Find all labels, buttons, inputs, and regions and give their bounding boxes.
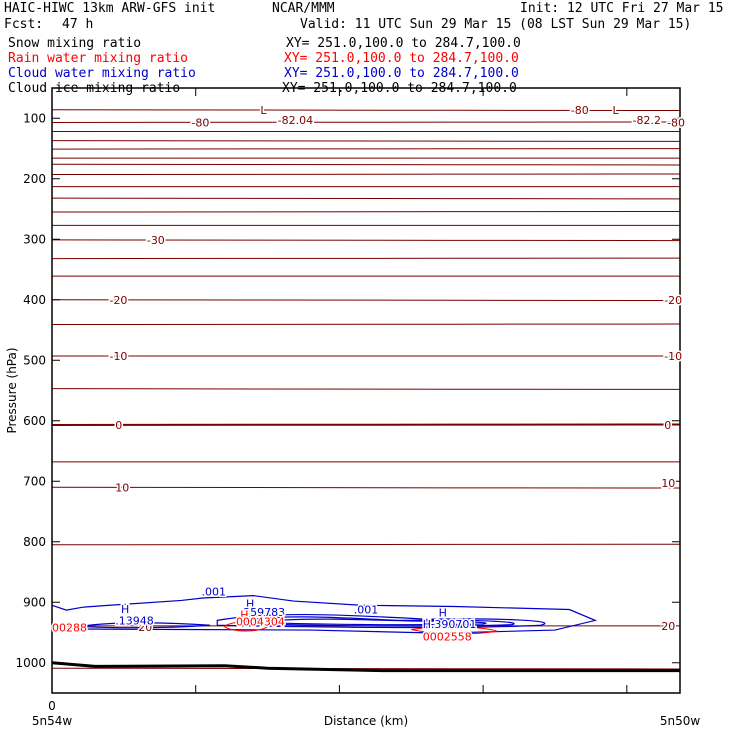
y-tick-label: 600 [23, 414, 46, 428]
temperature-label: 10 [115, 481, 129, 494]
cloud-water-contour [80, 622, 211, 629]
isotherm-line [51, 323, 681, 326]
init-time: Init: 12 UTC Fri 27 Mar 15 [520, 1, 724, 16]
isotherm-line [51, 197, 681, 200]
x-tick-label: 0 [48, 699, 56, 713]
cloud-water-label: H [121, 603, 129, 616]
rain-water-label: 00288 [52, 622, 87, 635]
rain-water-contours [223, 621, 498, 635]
section-end-label: 5n50w [660, 714, 701, 728]
rain-water-contour [223, 621, 269, 632]
isotherm-line [51, 423, 681, 427]
field-xy-cloud-water: XY= 251.0,100.0 to 284.7,100.0 [284, 66, 519, 81]
isotherm-line [51, 173, 681, 176]
temperature-label: 20 [661, 620, 675, 633]
cloud-water-label: H [439, 607, 447, 620]
cloud-water-contours [51, 594, 598, 634]
rain-water-label: H [240, 608, 248, 621]
temperature-contours [51, 108, 681, 670]
isotherm-line [51, 387, 681, 391]
x-axis-title: Distance (km) [324, 714, 408, 728]
isotherm-line [51, 298, 681, 302]
low-marker: L [260, 104, 267, 117]
field-xy-rain: XY= 251.0,100.0 to 284.7,100.0 [284, 51, 519, 66]
temperature-label: 20 [138, 621, 152, 634]
temperature-label: -82.2 [633, 114, 661, 127]
rain-water-contour [411, 626, 498, 635]
cloud-water-label: .001 [354, 604, 379, 617]
temperature-label: -30 [147, 234, 165, 247]
model-title: HAIC-HIWC 13km ARW-GFS init [4, 1, 216, 16]
cloud-water-label: H.390701 [423, 618, 477, 631]
y-tick-label: 700 [23, 474, 46, 488]
forecast-label: Fcst: [4, 17, 44, 32]
y-tick-label: 900 [23, 595, 46, 609]
surface-pressure-path [51, 661, 680, 673]
temperature-label: 0 [115, 419, 122, 432]
field-name-cloud-water: Cloud water mixing ratio [8, 66, 196, 81]
isotherm-line [51, 667, 681, 670]
plot-axes: 10020030040050060070080090010000Distance… [5, 87, 701, 728]
field-name-rain: Rain water mixing ratio [8, 51, 189, 66]
field-xy-snow: XY= 251.0,100.0 to 284.7,100.0 [286, 36, 521, 51]
temperature-label: -80 [571, 104, 589, 117]
section-start-label: 5n54w [32, 714, 73, 728]
temperature-label: 0 [664, 419, 671, 432]
cloud-water-contour [51, 594, 598, 634]
plot-frame [51, 87, 681, 694]
temperature-label: -20 [664, 294, 682, 307]
isotherm-line [51, 543, 681, 546]
valid-time: Valid: 11 UTC Sun 29 Mar 15 (08 LST Sun … [300, 17, 692, 32]
temperature-label: -80 [191, 116, 209, 129]
temperature-label: -82.04 [278, 114, 313, 127]
cloud-water-contour [245, 616, 515, 627]
isotherm-line [51, 257, 681, 260]
y-tick-label: 100 [23, 111, 46, 125]
y-tick-label: 1000 [15, 656, 46, 670]
temperature-label: -20 [109, 294, 127, 307]
contour-labels: -80 -82.04 -80 -82.2 -80 -30 -20 -20 -10 -10 0 0 10 1… [51, 102, 687, 645]
cloud-water-label: .13948 [115, 614, 154, 627]
forecast-hour: 47 h [62, 17, 94, 32]
y-tick-label: 500 [23, 353, 46, 367]
y-axis-title: Pressure (hPa) [5, 347, 19, 433]
rain-water-label: 0002558 [423, 631, 472, 644]
isotherm-line [51, 163, 681, 166]
center-label: NCAR/MMM [272, 1, 335, 16]
surface-pressure-line [51, 661, 680, 673]
low-marker: L [612, 104, 619, 117]
cloud-water-label: .001 [201, 585, 226, 598]
isotherm-line [51, 238, 681, 242]
isotherm-line [51, 121, 681, 124]
isotherm-line [51, 108, 681, 112]
cloud-water-label: H [246, 597, 254, 610]
cloud-water-label: 359783 [243, 606, 285, 619]
isotherm-line [51, 486, 681, 489]
rain-water-label: 0004304 [236, 616, 285, 629]
cloud-water-contour [266, 618, 487, 626]
temperature-label: -10 [109, 350, 127, 363]
y-tick-label: 200 [23, 172, 46, 186]
y-tick-label: 300 [23, 232, 46, 246]
isotherm-line [51, 139, 681, 143]
isotherm-line [51, 148, 681, 150]
field-name-snow: Snow mixing ratio [8, 36, 142, 51]
cloud-water-contour [216, 613, 546, 629]
temperature-label: 10 [661, 477, 675, 490]
isotherm-line [51, 210, 681, 213]
temperature-label: -10 [664, 350, 682, 363]
temperature-label: -80 [667, 116, 685, 129]
y-tick-label: 800 [23, 535, 46, 549]
y-tick-label: 400 [23, 293, 46, 307]
